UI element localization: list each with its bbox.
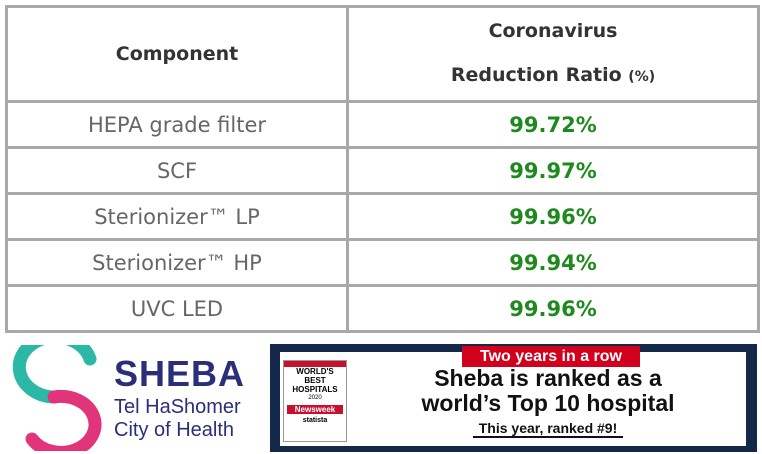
ratio-cell: 99.96% [346,284,760,333]
sheba-symbol [12,345,102,451]
badge-top [284,361,346,367]
logo-text: Tel HaShomer [114,396,241,418]
table-row: SCF 99.97% [5,146,760,195]
header-text: Coronavirus [488,20,618,42]
ratio-table: Component Coronavirus Reduction Ratio (%… [5,5,760,333]
table-row: UVC LED 99.96% [5,284,760,333]
header-unit: (%) [628,69,656,85]
banner-headline: Sheba is ranked as a world’s Top 10 hosp… [350,366,746,416]
header-text: Reduction Ratio [450,64,622,86]
component-cell: Sterionizer™ LP [5,192,349,241]
badge-text: Newsweek [287,405,343,414]
component-cell: HEPA grade filter [5,100,349,149]
subline-text: This year, ranked #9! [472,420,624,438]
ratio-cell: 99.94% [346,238,760,287]
table-row: Sterionizer™ LP 99.96% [5,192,760,241]
badge-text: WORLD'S [296,367,334,376]
badge-text: statista [302,417,328,424]
table-row: HEPA grade filter 99.72% [5,100,760,149]
header-cell: Coronavirus Reduction Ratio (%) [346,5,760,103]
ratio-cell: 99.96% [346,192,760,241]
table-row: Sterionizer™ HP 99.94% [5,238,760,287]
header-text: Reduction Ratio (%) [349,53,757,99]
banner-subline: This year, ranked #9! [350,420,746,438]
badge-text: 2020 [308,395,322,401]
header-cell: Component [5,5,349,103]
badge-text: BEST [304,376,326,385]
badge-text: HOSPITALS [292,385,338,394]
headline-text: Sheba is ranked as a [434,365,662,391]
component-cell: Sterionizer™ HP [5,238,349,287]
logo-text: City of Health [114,419,235,441]
ratio-cell: 99.72% [346,100,760,149]
headline-text: world’s Top 10 hospital [421,390,675,416]
component-cell: SCF [5,146,349,195]
ratio-cell: 99.97% [346,146,760,195]
badge: WORLD'S BEST HOSPITALS 2020 Newsweek sta… [283,360,347,442]
banner-panel [280,352,746,446]
logo-name: SHEBA [114,353,246,394]
header-row: Component Coronavirus Reduction Ratio (%… [5,5,760,103]
component-cell: UVC LED [5,284,349,333]
banner-tag: Two years in a row [462,346,640,367]
